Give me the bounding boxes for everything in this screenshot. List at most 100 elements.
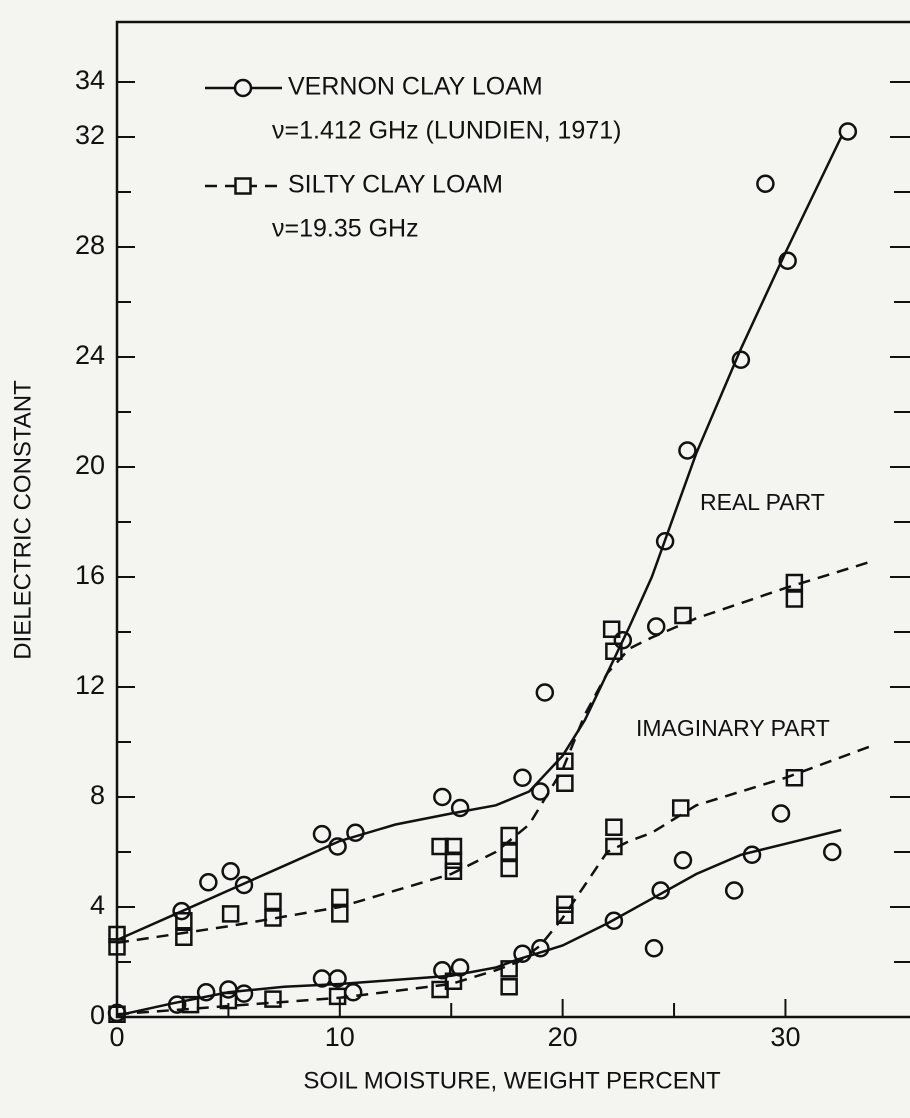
data-point (556, 752, 574, 770)
data-point (651, 881, 670, 900)
data-point (199, 873, 218, 892)
data-point (756, 174, 775, 193)
legend-marker (234, 177, 252, 195)
y-tick-label: 8 (90, 780, 105, 810)
data-point (346, 823, 365, 842)
data-point (431, 837, 449, 856)
data-point (500, 859, 518, 878)
fit-curve (116, 828, 842, 1017)
data-point (671, 799, 690, 817)
data-point (602, 620, 621, 638)
data-point (108, 938, 126, 956)
data-point (331, 905, 349, 923)
y-tick-label: 12 (75, 670, 105, 700)
data-point (604, 911, 624, 930)
data-point (644, 939, 664, 958)
data-point (433, 961, 452, 980)
data-point (535, 683, 555, 702)
data-point (221, 905, 240, 923)
data-point (167, 995, 187, 1014)
y-tick-label: 28 (75, 230, 105, 260)
x-tick-label: 0 (109, 1022, 124, 1052)
data-point (556, 906, 574, 924)
fit-curve (116, 743, 876, 1016)
y-tick-label: 20 (75, 450, 105, 480)
data-point (655, 532, 675, 551)
data-point (838, 122, 858, 141)
data-point (264, 990, 282, 1008)
data-point (444, 862, 463, 880)
legend-marker (233, 78, 253, 98)
data-point (234, 984, 254, 1003)
data-point (264, 892, 282, 911)
data-point (556, 895, 574, 913)
data-point (605, 642, 623, 660)
data-point (785, 573, 804, 592)
data-point (731, 350, 751, 369)
data-point (531, 939, 550, 958)
legend-label: SILTY CLAY LOAM (288, 171, 503, 199)
data-point (331, 888, 349, 907)
data-point (181, 995, 200, 1014)
data-point (556, 774, 574, 792)
data-point (771, 804, 791, 823)
data-point (444, 972, 463, 990)
data-point (433, 787, 452, 807)
data-point (264, 909, 282, 927)
annotation: REAL PART (700, 489, 825, 515)
data-point (785, 769, 804, 787)
data-point (613, 631, 633, 650)
data-point (219, 980, 238, 999)
data-point (219, 991, 238, 1010)
fit-curve (116, 136, 843, 942)
data-point (500, 843, 518, 861)
data-point (742, 845, 762, 864)
data-point (673, 851, 693, 870)
data-point (450, 798, 470, 818)
data-point (312, 824, 332, 844)
data-point (513, 768, 532, 787)
data-point (234, 875, 254, 895)
data-point (674, 606, 692, 625)
fit-curve (116, 559, 875, 945)
data-point (172, 901, 191, 921)
y-tick-label: 24 (75, 340, 105, 370)
plot-frame (115, 20, 910, 1019)
data-point (724, 881, 744, 900)
data-point (500, 826, 518, 845)
data-point (108, 1005, 126, 1023)
data-point (328, 987, 347, 1006)
data-point (822, 842, 842, 862)
x-tick-label: 10 (325, 1022, 355, 1052)
y-tick-label: 0 (90, 1000, 105, 1030)
data-point (605, 837, 623, 856)
data-point (328, 969, 347, 988)
data-point (175, 928, 193, 946)
x-axis-label: SOIL MOISTURE, WEIGHT PERCENT (303, 1067, 721, 1094)
y-tick-label: 32 (75, 120, 105, 150)
legend-label: VERNON CLAY LOAM (288, 73, 543, 101)
data-point (444, 851, 463, 869)
legend-note: ν=19.35 GHz (272, 215, 419, 243)
data-point (500, 978, 518, 996)
y-axis-label: DIELECTRIC CONSTANT (9, 380, 36, 660)
data-point (196, 983, 216, 1002)
data-point (531, 782, 550, 801)
data-point (605, 818, 623, 836)
x-tick-label: 20 (548, 1022, 578, 1052)
x-tick-label: 30 (770, 1022, 800, 1052)
data-point (646, 617, 666, 636)
y-tick-label: 16 (75, 560, 105, 590)
data-point (678, 441, 697, 460)
legend-note: ν=1.412 GHz (LUNDIEN, 1971) (272, 117, 621, 145)
data-point (221, 862, 240, 881)
data-point (500, 960, 518, 978)
data-point (778, 251, 797, 270)
y-tick-label: 4 (90, 890, 105, 920)
data-point (175, 912, 193, 930)
data-point (108, 925, 126, 944)
data-point (328, 837, 347, 856)
data-point (785, 590, 804, 608)
annotation: IMAGINARY PART (636, 715, 830, 741)
